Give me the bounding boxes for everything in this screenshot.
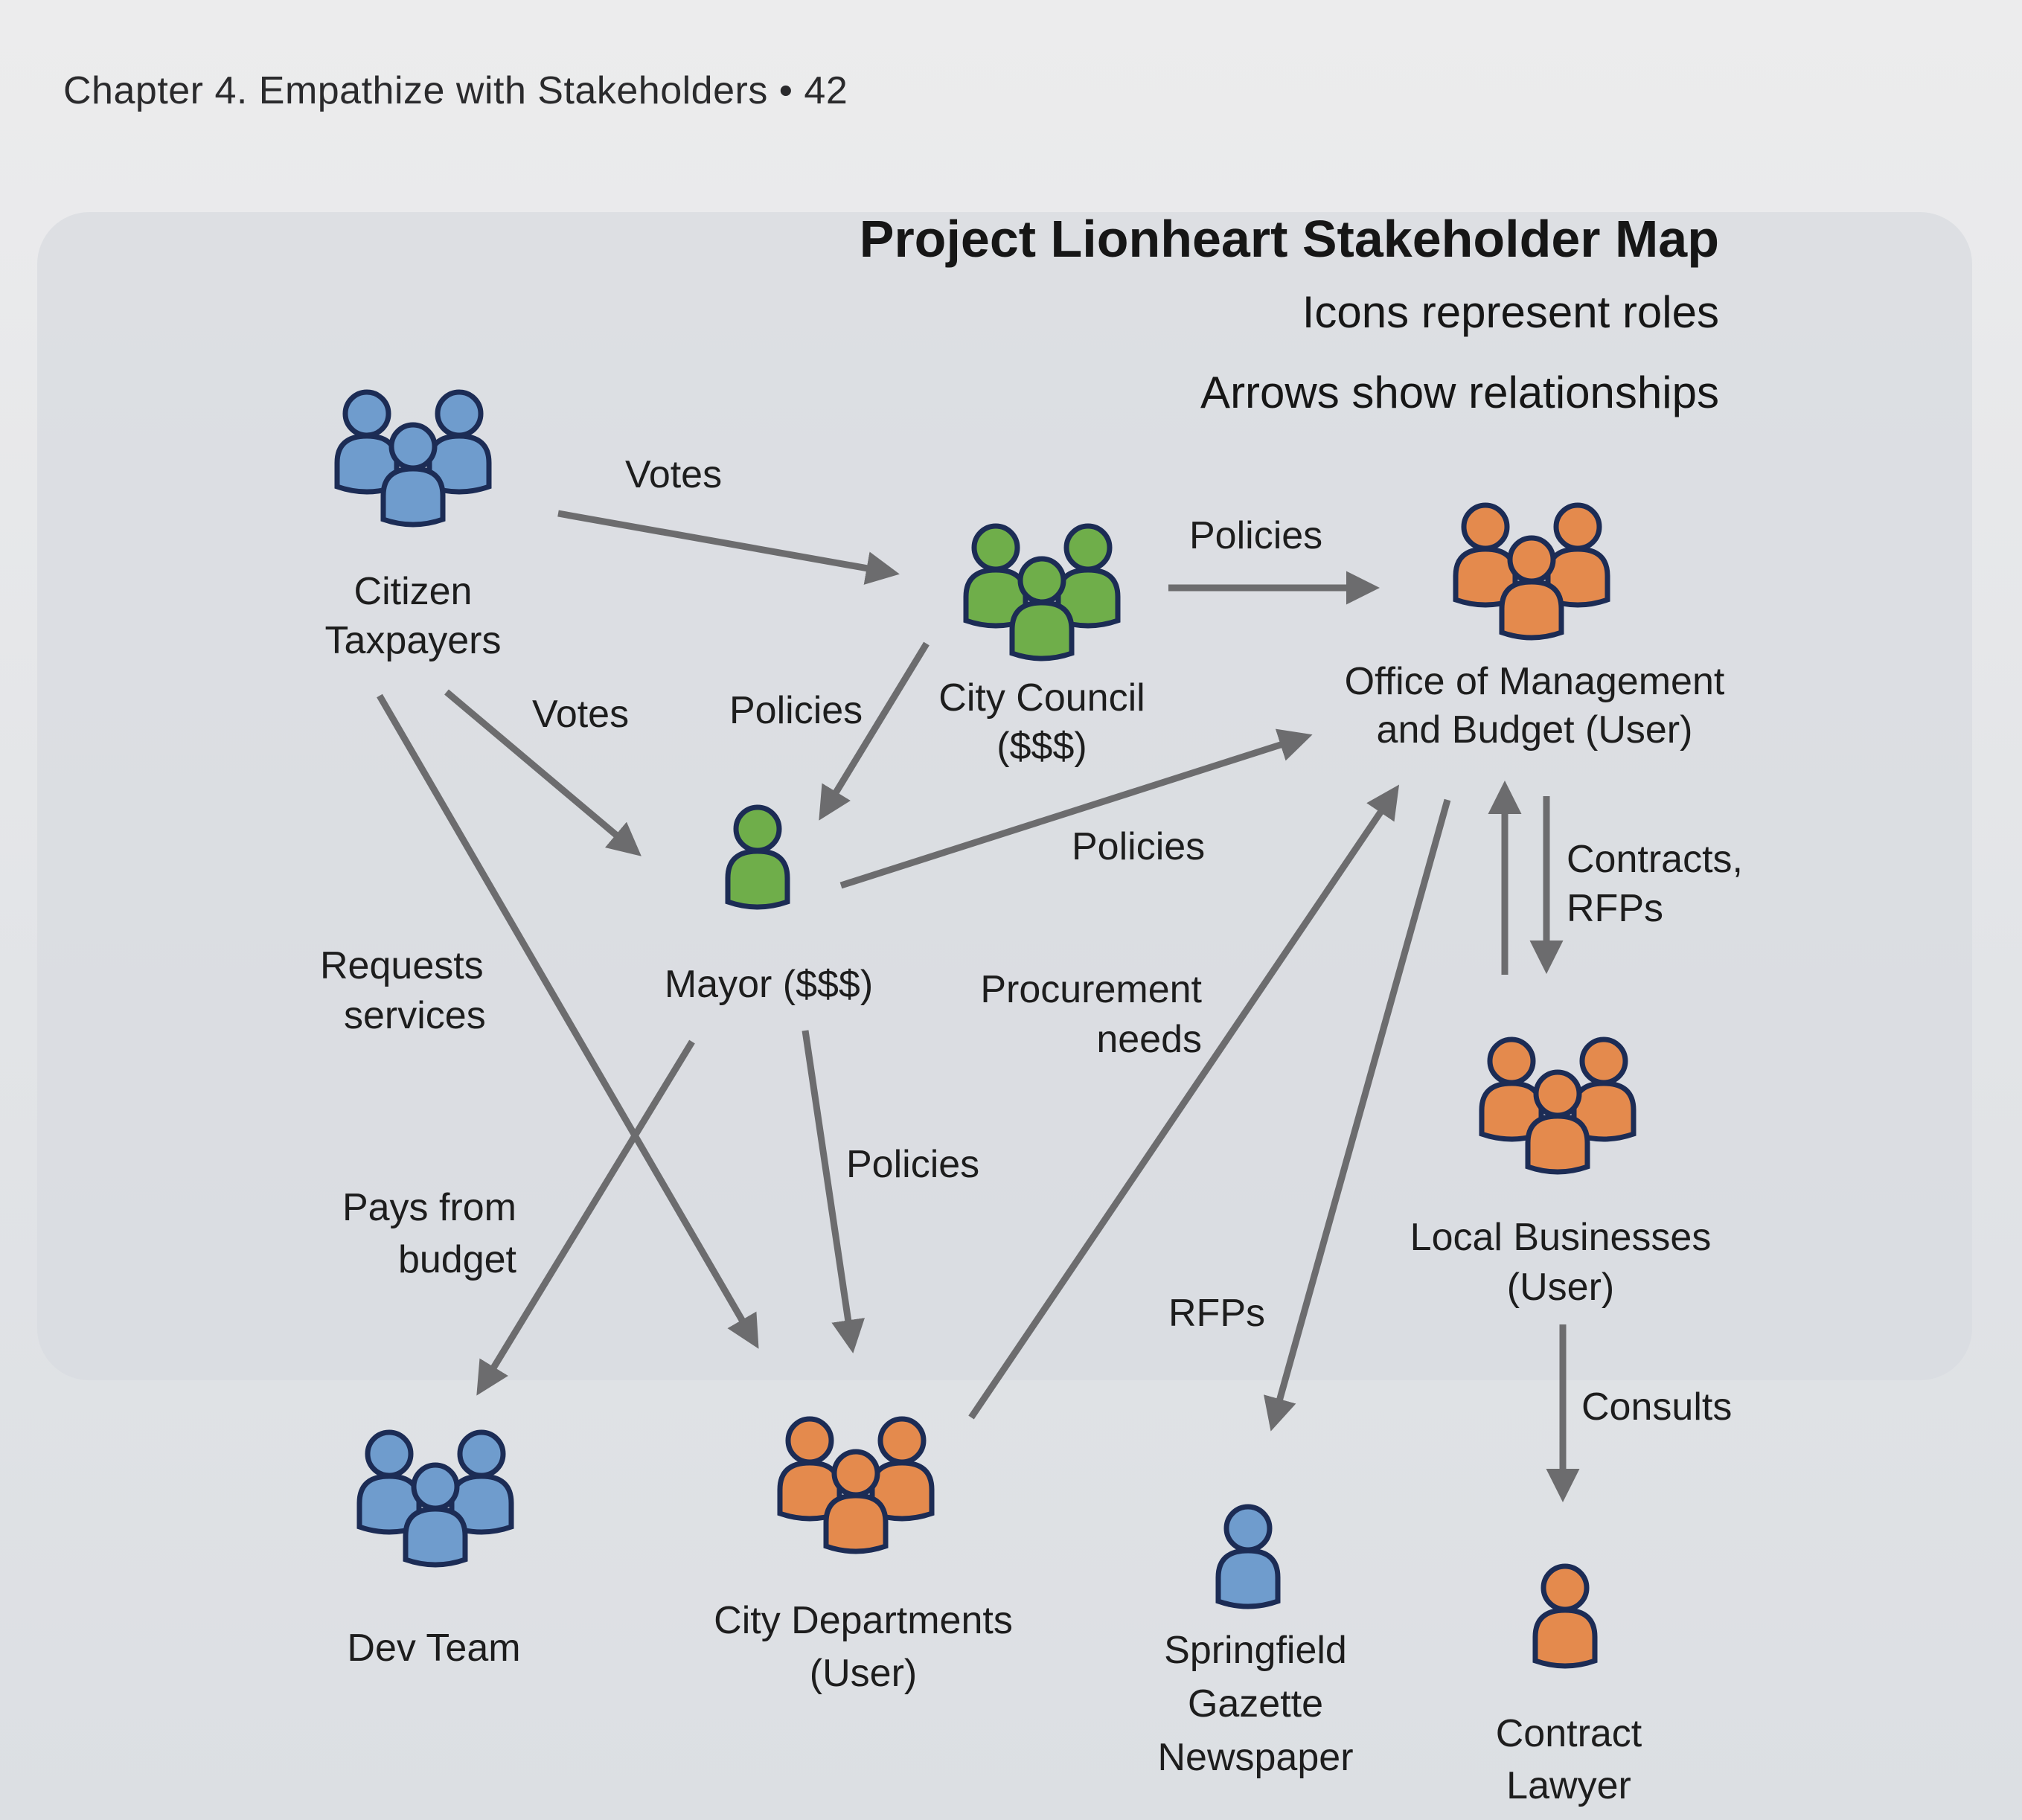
node-icons (337, 392, 1634, 1666)
edge-label-policies-mayor-omb: Policies (1072, 825, 1205, 868)
departments-label-line1: City Departments (714, 1599, 1013, 1642)
edge-labels: Votes Policies Votes Policies Policies C… (320, 453, 1743, 1429)
edge-label-pays-from: Pays from (342, 1186, 516, 1229)
edge-label-consults: Consults (1581, 1385, 1732, 1429)
node-labels: Citizen Taxpayers City Council ($$$) Off… (325, 570, 1725, 1807)
arrow-mayor-to-departments (802, 1030, 865, 1353)
arrow-citizen-to-departments (377, 693, 759, 1349)
edge-label-procurement: Procurement (980, 968, 1202, 1011)
edge-label-services: services (344, 994, 486, 1037)
relationship-arrows (377, 510, 1580, 1502)
edge-label-contracts: Contracts, (1567, 838, 1743, 881)
gazette-person-icon (1218, 1507, 1278, 1606)
arrow-citizen-to-council (557, 510, 900, 585)
arrow-departments-to-omb (968, 784, 1400, 1420)
edge-label-policies-mayor: Policies (729, 689, 863, 732)
gazette-label-line3: Newspaper (1157, 1736, 1353, 1779)
lawyer-person-icon (1535, 1566, 1595, 1666)
departments-group-icon (780, 1419, 932, 1551)
council-label-line2: ($$$) (996, 725, 1087, 768)
lawyer-label-line1: Contract (1496, 1712, 1642, 1755)
omb-label-line2: and Budget (User) (1377, 708, 1693, 752)
devteam-label: Dev Team (347, 1627, 520, 1670)
edge-label-budget: budget (398, 1238, 517, 1281)
arrow-mayor-to-devteam (476, 1039, 695, 1396)
edge-label-votes-mayor: Votes (532, 693, 629, 736)
omb-group-icon (1456, 505, 1607, 638)
diagram-title: Project Lionheart Stakeholder Map (860, 210, 1719, 268)
edge-label-votes-council: Votes (625, 453, 722, 496)
devteam-group-icon (359, 1432, 511, 1565)
citizen-label-line1: Citizen (354, 570, 473, 613)
running-head: Chapter 4. Empathize with Stakeholders •… (63, 69, 848, 112)
edge-label-policies-departments: Policies (846, 1143, 979, 1186)
arrow-omb-to-gazette (1264, 798, 1451, 1432)
arrow-citizen-to-mayor (444, 689, 642, 856)
legend-arrows-note: Arrows show relationships (1200, 368, 1719, 417)
mayor-label: Mayor ($$$) (665, 963, 873, 1006)
citizen-group-icon (337, 392, 489, 525)
edge-label-rfps-gazette: RFPs (1168, 1292, 1265, 1335)
mayor-person-icon (728, 807, 787, 907)
citizen-label-line2: Taxpayers (325, 619, 502, 662)
edge-label-requests: Requests (320, 944, 484, 987)
legend-icons-note: Icons represent roles (1302, 287, 1719, 337)
edge-label-rfps: RFPs (1567, 887, 1663, 930)
omb-label-line1: Office of Management (1345, 660, 1725, 703)
gazette-label-line1: Springfield (1164, 1629, 1347, 1672)
lawyer-label-line2: Lawyer (1506, 1764, 1631, 1807)
gazette-label-line2: Gazette (1188, 1682, 1323, 1726)
arrow-council-to-mayor (819, 641, 930, 821)
edge-label-policies-omb: Policies (1189, 514, 1322, 557)
arrow-mayor-to-omb (839, 728, 1313, 889)
departments-label-line2: (User) (810, 1652, 917, 1695)
local-label-line1: Local Businesses (1410, 1216, 1712, 1259)
edge-label-needs: needs (1096, 1018, 1202, 1061)
local-label-line2: (User) (1507, 1266, 1614, 1309)
council-group-icon (966, 526, 1118, 659)
local-business-group-icon (1482, 1039, 1634, 1172)
council-label-line1: City Council (938, 676, 1145, 720)
